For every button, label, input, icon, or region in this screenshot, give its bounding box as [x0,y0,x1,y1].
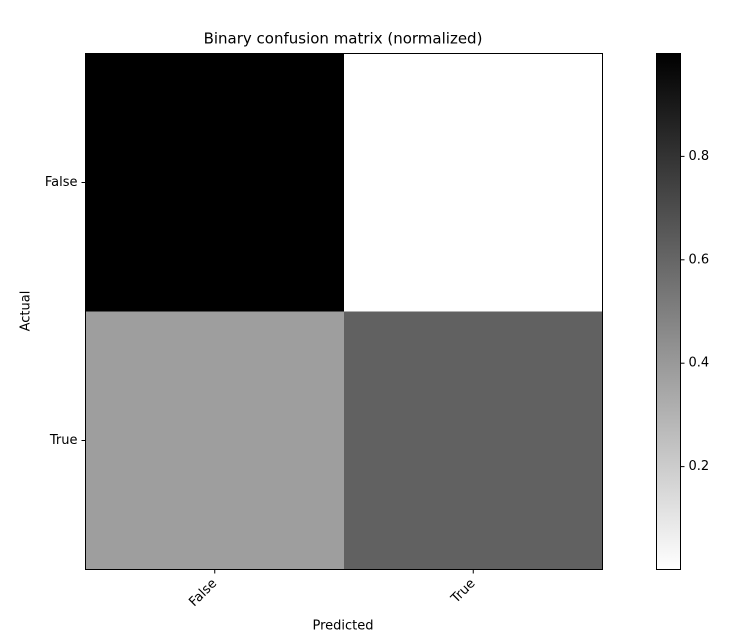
chart-title: Binary confusion matrix (normalized) [204,30,483,48]
colorbar-tick-label: 0.6 [689,252,710,267]
y-tick-label: True [49,433,78,448]
colorbar-tick-label: 0.8 [689,149,710,164]
cell [344,53,603,312]
plot-frame [85,53,603,570]
y-tick-label: False [45,175,78,190]
colorbar-tick-label: 0.4 [689,356,710,371]
cell [344,311,603,570]
x-tick-label: True [448,576,479,607]
colorbar-tick-label: 0.2 [689,459,710,474]
x-tick-label: False [186,576,220,610]
cell [85,311,345,570]
x-axis-label: Predicted [312,619,373,634]
y-axis-label: Actual [19,291,34,332]
cells [85,53,603,570]
colorbar [656,53,681,570]
cell [85,53,345,312]
